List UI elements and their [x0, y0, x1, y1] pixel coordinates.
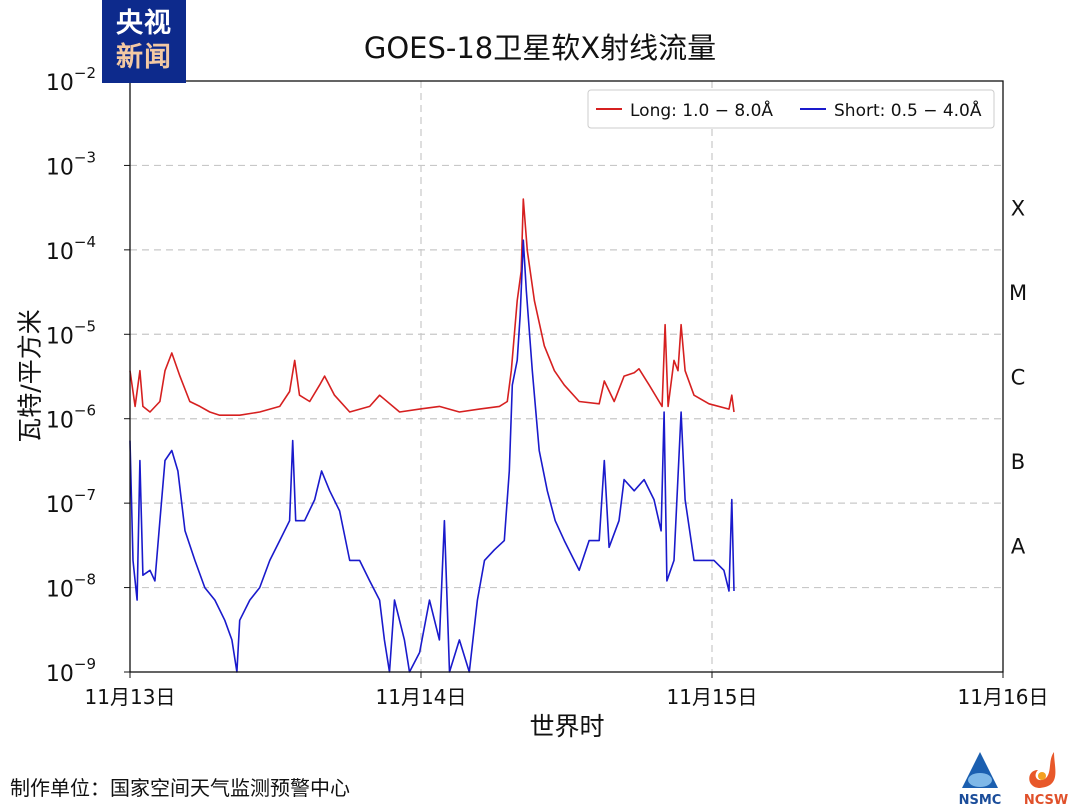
y-tick-label: 10−5 — [46, 317, 96, 349]
flare-class-label-a: A — [1011, 534, 1026, 558]
y-tick-exponent: −7 — [74, 486, 96, 504]
plot-frame — [129, 80, 1004, 673]
flare-class-labels: X M C B A — [1009, 197, 1027, 559]
y-tick-label: 10−9 — [46, 655, 96, 687]
x-tick-label: 11月15日 — [667, 685, 758, 709]
y-tick-exponent: −4 — [74, 233, 96, 251]
y-tick-label: 10−8 — [46, 571, 96, 603]
x-tick-label: 11月13日 — [85, 685, 176, 709]
nsmc-logo: NSMC — [959, 752, 1002, 808]
grid-lines — [130, 81, 1003, 672]
logo-line-2: 新闻 — [116, 42, 172, 73]
y-tick-label: 10−3 — [46, 148, 96, 180]
svg-text:NSMC: NSMC — [959, 793, 1002, 808]
x-tick-label: 11月16日 — [958, 685, 1049, 709]
y-tick-exponent: −3 — [74, 148, 96, 166]
y-tick-exponent: −6 — [74, 402, 96, 420]
legend-label-long: Long: 1.0 − 8.0Å — [630, 99, 773, 121]
series-line-short — [129, 239, 735, 673]
flare-class-label-m: M — [1009, 281, 1027, 305]
logo-line-1: 央视 — [116, 8, 172, 39]
y-tick-exponent: −8 — [74, 571, 96, 589]
ncsw-logo: NCSW — [1024, 752, 1068, 808]
y-tick-label: 10−6 — [46, 402, 96, 434]
producer-credit: 制作单位：国家空间天气监测预警中心 — [10, 776, 350, 800]
cctv-news-logo: 央视 新闻 — [102, 0, 186, 83]
org-logos: NSMC NCSW — [959, 752, 1068, 808]
series-line-long — [129, 198, 735, 417]
legend-box — [587, 89, 995, 129]
y-tick-label: 10−7 — [46, 486, 96, 518]
x-axis-label: 世界时 — [529, 712, 604, 741]
chart-title: GOES-18卫星软X射线流量 — [364, 31, 716, 65]
series-lines — [129, 198, 735, 673]
y-tick-exponent: −2 — [74, 64, 96, 82]
y-tick-label: 10−2 — [46, 64, 96, 96]
y-tick-exponent: −9 — [74, 655, 96, 673]
flare-class-label-b: B — [1011, 450, 1025, 474]
y-axis-label: 瓦特/平方米 — [16, 309, 45, 442]
y-axis-ticks: 10−2 10−3 10−4 10−5 10−6 10−7 10−8 10−9 — [46, 64, 130, 687]
svg-text:NCSW: NCSW — [1024, 793, 1068, 808]
legend-label-short: Short: 0.5 − 4.0Å — [834, 99, 982, 121]
x-axis-ticks: 11月13日 11月14日 11月15日 11月16日 — [85, 672, 1049, 709]
y-tick-label: 10−4 — [46, 233, 96, 265]
legend: Long: 1.0 − 8.0Å Short: 0.5 − 4.0Å — [587, 89, 995, 129]
y-tick-exponent: −5 — [74, 317, 96, 335]
flare-class-label-c: C — [1011, 366, 1026, 390]
x-tick-label: 11月14日 — [376, 685, 467, 709]
flare-class-label-x: X — [1011, 197, 1025, 221]
